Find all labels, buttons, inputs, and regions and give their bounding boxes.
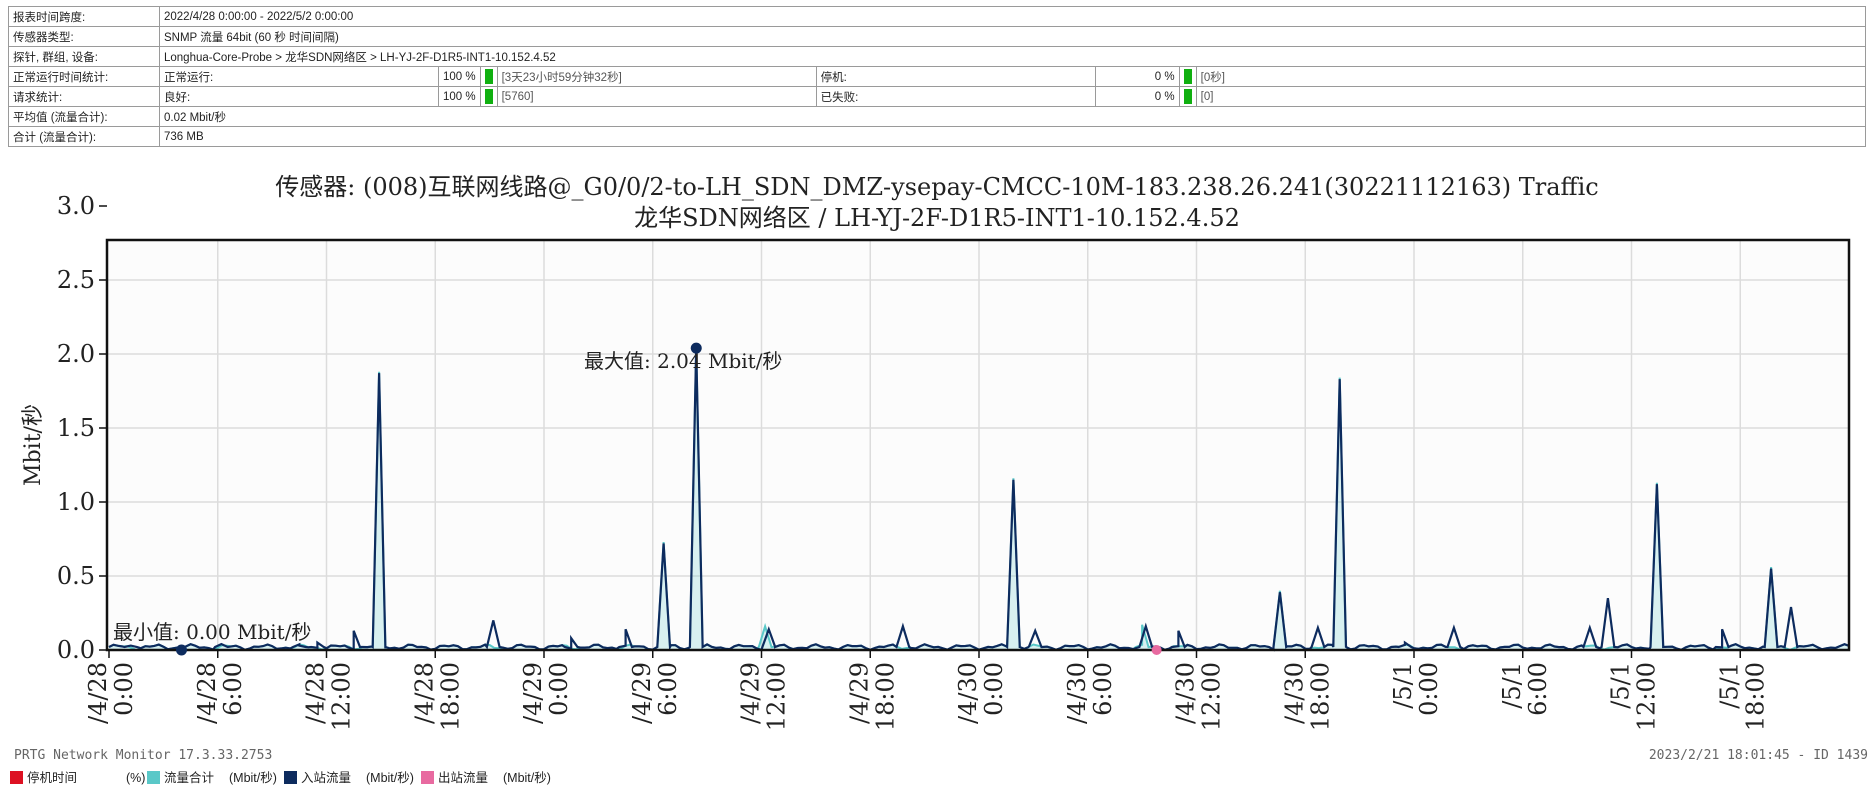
y-axis-label: Mbit/秒 [21,404,46,486]
x-tick-time: 6:00 [1089,662,1117,716]
x-tick-time: 18:00 [436,662,464,731]
outbound-min-marker [1151,645,1162,655]
max-point-marker [690,342,702,354]
legend-swatch [421,771,434,784]
legend-label: 入站流量 [301,771,351,785]
y-tick-label: 1.0 [57,488,95,516]
x-tick-time: 18:00 [1741,662,1769,731]
x-tick-date: /4/29 [519,662,547,724]
x-tick-label: /5/16:00 [1498,662,1552,716]
x-tick-date: /5/1 [1607,662,1635,709]
x-tick-time: 6:00 [219,662,247,716]
x-tick-date: /4/28 [84,662,112,724]
sensor-info-table: 报表时间跨度: 2022/4/28 0:00:00 - 2022/5/2 0:0… [8,6,1867,147]
x-tick-date: /4/29 [845,662,873,724]
x-tick-time: 0:00 [980,662,1008,716]
y-tick-label: 1.5 [57,414,95,442]
x-tick-date: /4/29 [628,662,656,724]
table-row: 正常运行时间统计: 正常运行: 100 % [3天23小时59分钟32秒] 停机… [8,66,1867,87]
x-tick-date: /4/29 [737,662,765,724]
footer-timestamp: 2023/2/21 18:01:45 - ID 1439 [1649,748,1868,763]
x-tick-time: 12:00 [1198,662,1226,731]
x-tick-label: /5/118:00 [1715,662,1769,731]
legend-unit: (%) [126,771,145,785]
total-label: 合计 (流量合计): [8,126,160,147]
min-point-marker [176,644,187,656]
x-tick-label: /4/280:00 [84,662,138,724]
x-tick-time: 6:00 [1524,662,1552,716]
y-tick-labels: 0.0 0.5 1.0 1.5 2.0 2.5 3.0 [57,192,107,664]
chart-title-line1: 传感器: (008)互联网线路@_G0/0/2-to-LH_SDN_DMZ-ys… [275,173,1598,201]
x-tick-date: /5/1 [1498,662,1526,709]
table-row: 合计 (流量合计): 736 MB [8,126,1866,147]
x-tick-time: 0:00 [545,662,573,716]
legend-swatch [10,771,23,784]
x-tick-time: 6:00 [654,662,682,716]
x-tick-date: /4/30 [1063,662,1091,724]
legend-swatch [147,771,160,784]
x-tick-label: /4/286:00 [193,662,247,724]
min-annotation: 最小值: 0.00 Mbit/秒 [113,620,311,644]
x-tick-date: /4/30 [954,662,982,724]
y-tick-label: 2.0 [57,340,95,368]
x-tick-time: 0:00 [1415,662,1443,716]
legend-label: 流量合计 [164,770,214,785]
x-tick-date: /4/28 [410,662,438,724]
total-value: 736 MB [159,126,1866,147]
legend-unit: (Mbit/秒) [503,771,551,785]
x-tick-time: 12:00 [763,662,791,731]
x-tick-date: /4/28 [193,662,221,724]
x-tick-date: /4/30 [1280,662,1308,724]
legend-unit: (Mbit/秒) [229,771,277,785]
extreme-markers [176,342,1162,656]
legend-swatch [284,771,297,784]
chart-title-line2: 龙华SDN网络区 / LH-YJ-2F-D1R5-INT1-10.152.4.5… [634,204,1240,232]
probe-label: 探针, 群组, 设备: [8,46,160,67]
x-tick-label: /4/300:00 [954,662,1008,724]
x-tick-date: /5/1 [1715,662,1743,709]
x-tick-labels: /4/280:00/4/286:00/4/2812:00/4/2818:00/4… [84,650,1769,731]
x-tick-date: /5/1 [1389,662,1417,709]
x-tick-label: /5/10:00 [1389,662,1443,716]
plot-background [107,240,1849,650]
y-tick-label: 0.0 [57,636,95,664]
requests-good-pct: 100 % [438,86,481,107]
x-tick-time: 12:00 [328,662,356,731]
x-tick-time: 0:00 [110,662,138,716]
max-annotation: 最大值: 2.04 Mbit/秒 [584,349,782,373]
x-tick-label: /4/296:00 [628,662,682,724]
grid-lines [107,240,1849,650]
y-tick-label: 0.5 [57,562,95,590]
x-tick-time: 18:00 [871,662,899,731]
x-tick-label: /4/290:00 [519,662,573,724]
y-tick-label: 2.5 [57,266,95,294]
x-tick-label: /4/306:00 [1063,662,1117,724]
legend-unit: (Mbit/秒) [366,771,414,785]
x-tick-date: /4/28 [302,662,330,724]
x-tick-date: /4/30 [1172,662,1200,724]
legend: 停机时间 (%) 流量合计 (Mbit/秒) 入站流量 (Mbit/秒) 出站流量 (Mbit… [10,770,551,785]
y-tick-label: 3.0 [57,192,95,220]
legend-label: 出站流量 [438,771,488,785]
x-tick-time: 12:00 [1633,662,1661,731]
footer-version: PRTG Network Monitor 17.3.33.2753 [14,748,272,763]
x-tick-label: /5/112:00 [1607,662,1661,731]
legend-label: 停机时间 [27,770,77,785]
plot-frame [105,238,1851,652]
x-tick-time: 18:00 [1306,662,1334,731]
